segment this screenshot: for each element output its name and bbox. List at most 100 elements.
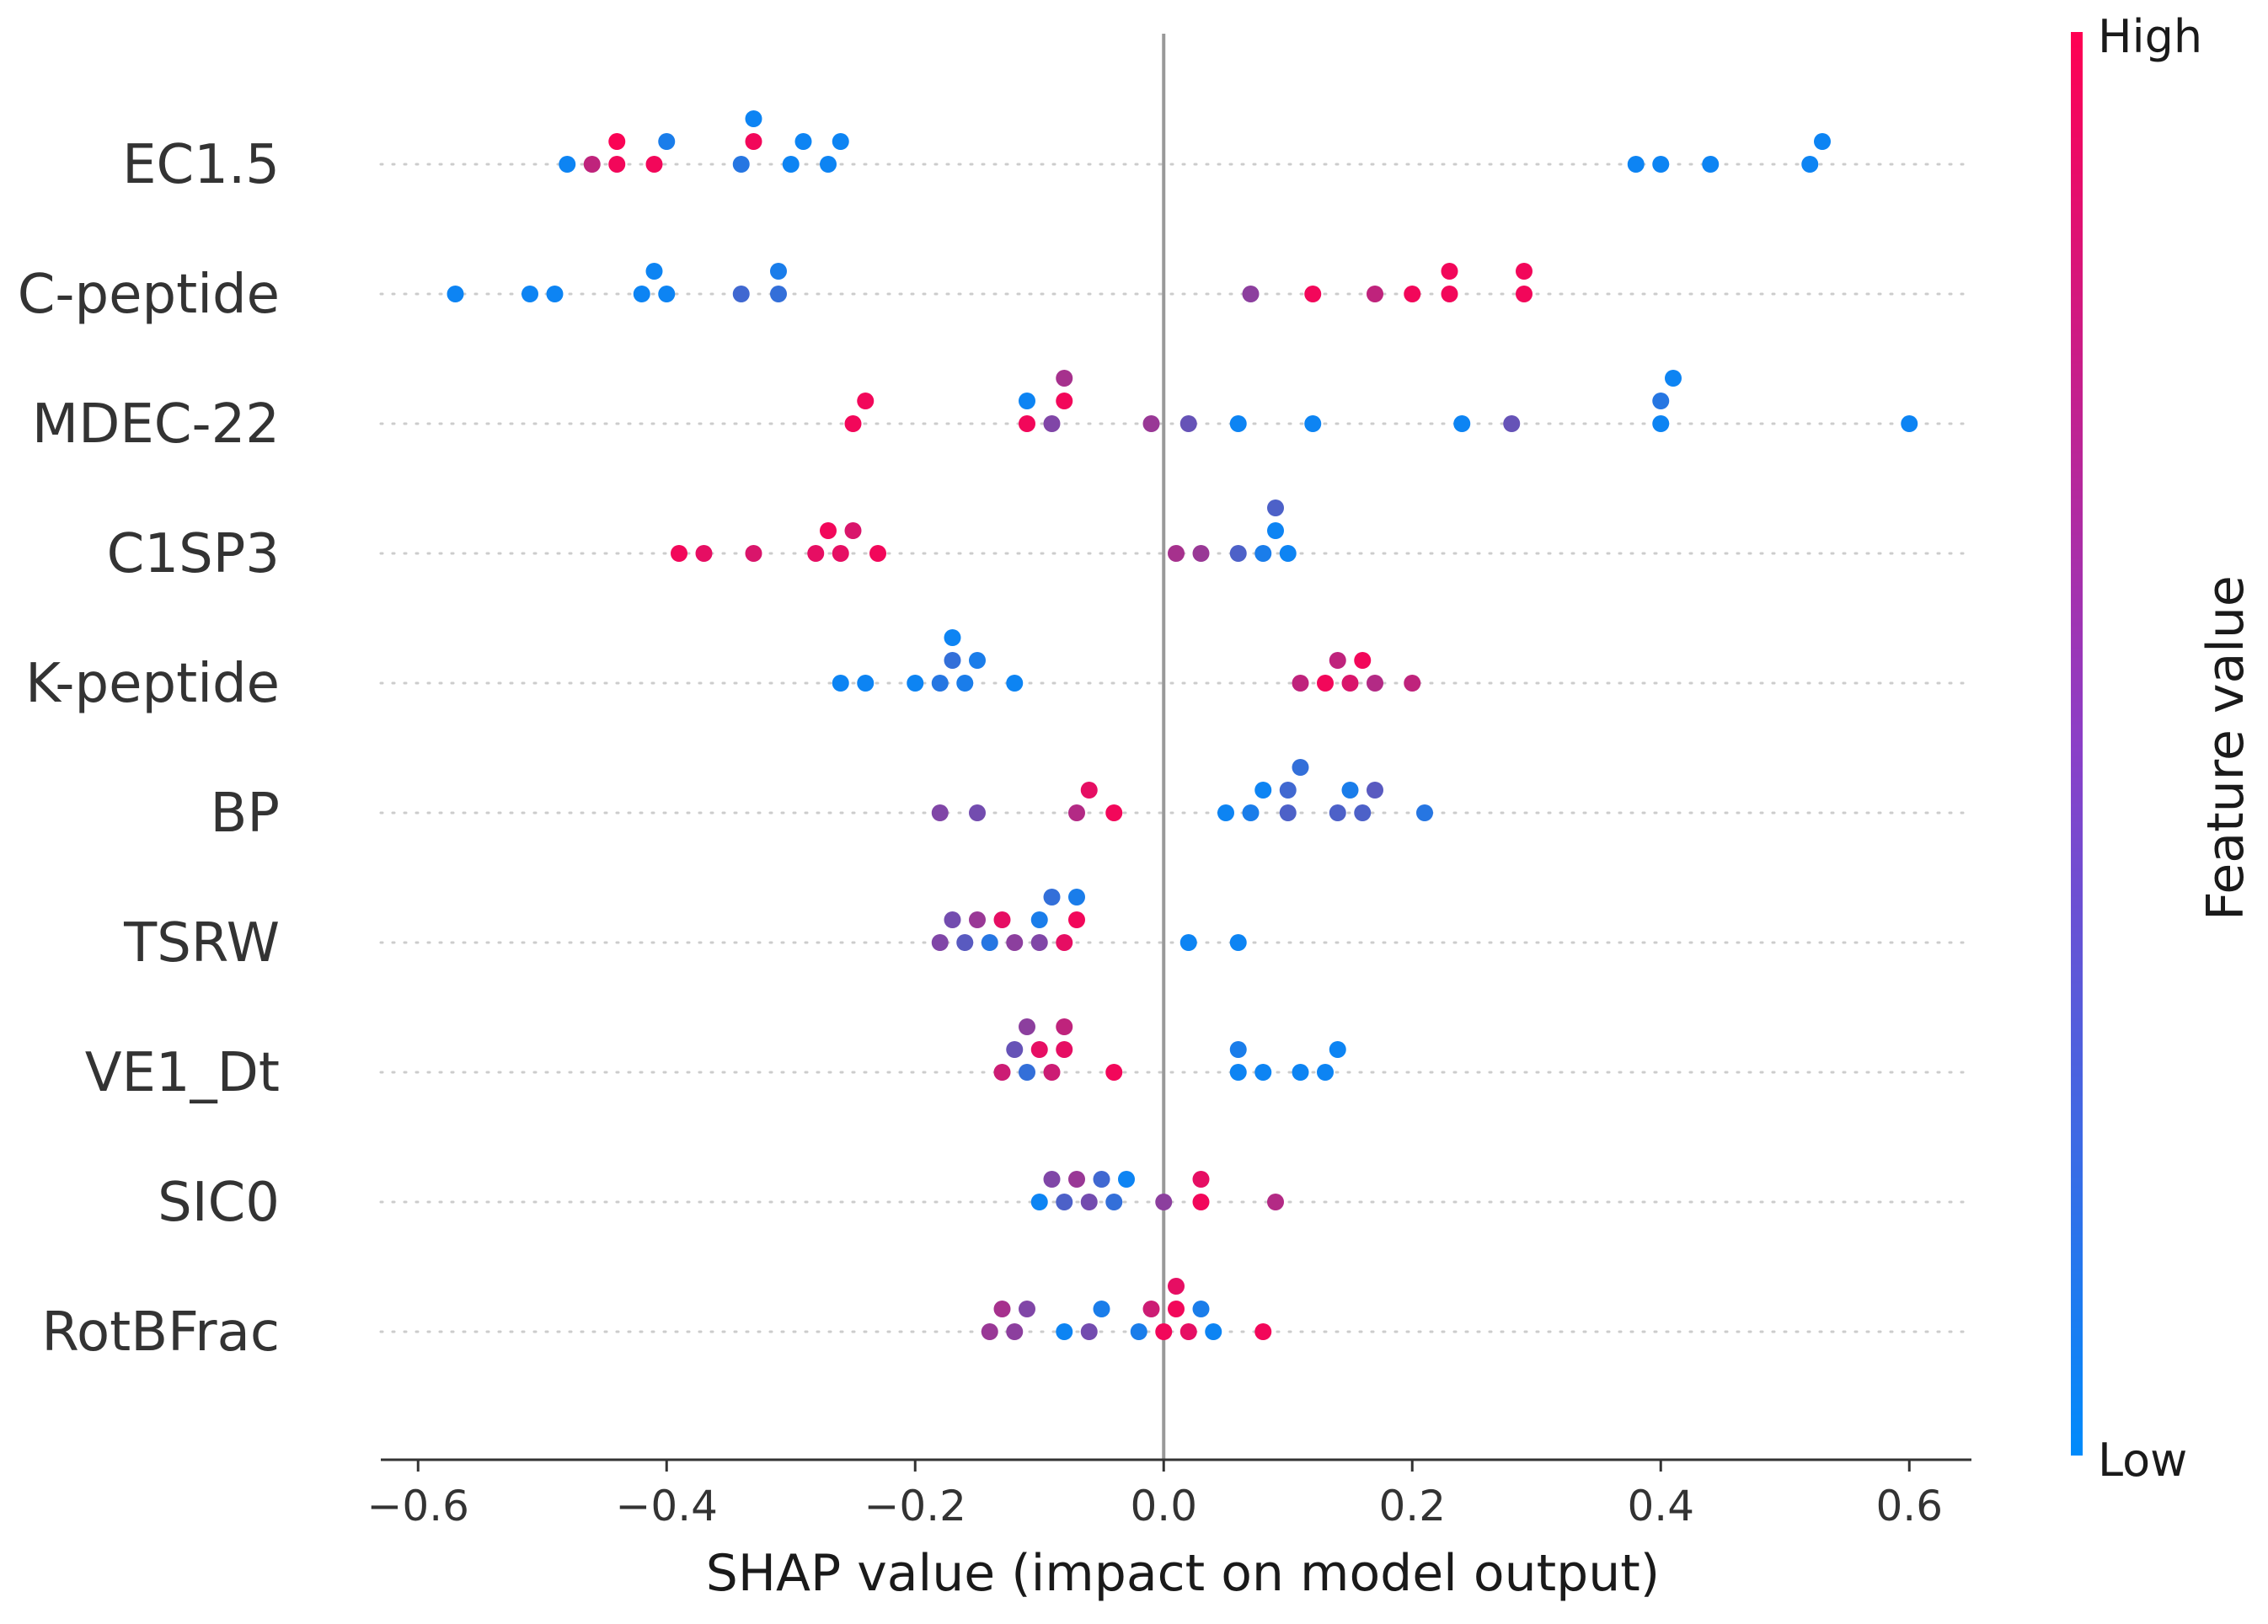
shap-point xyxy=(1627,156,1645,173)
shap-point xyxy=(969,804,986,821)
colorbar-high-label: High xyxy=(2098,10,2202,63)
shap-point xyxy=(745,133,762,150)
feature-label: TSRW xyxy=(123,912,280,975)
shap-point xyxy=(820,156,837,173)
shap-point xyxy=(732,286,750,302)
shap-point xyxy=(820,522,837,539)
shap-point xyxy=(608,133,626,150)
shap-point xyxy=(869,545,886,562)
shap-point xyxy=(1341,782,1359,799)
feature-label: MDEC-22 xyxy=(32,393,280,456)
shap-point xyxy=(1168,545,1185,562)
shap-point xyxy=(1317,1064,1334,1081)
shap-point xyxy=(1229,1064,1247,1081)
row-guides xyxy=(379,163,1973,1333)
shap-point xyxy=(1155,1323,1173,1340)
shap-point xyxy=(1168,1278,1185,1295)
shap-point xyxy=(993,1301,1011,1317)
shap-point xyxy=(732,156,750,173)
shap-point xyxy=(1254,1064,1272,1081)
shap-point xyxy=(1130,1323,1147,1340)
feature-label: VE1_Dt xyxy=(85,1042,280,1104)
shap-point xyxy=(931,804,949,821)
shap-point xyxy=(1329,804,1346,821)
shap-point xyxy=(1179,934,1197,951)
shap-point xyxy=(981,1323,998,1340)
shap-point xyxy=(1205,1323,1222,1340)
shap-point xyxy=(1019,393,1035,409)
shap-point xyxy=(1179,1323,1197,1340)
shap-point xyxy=(1416,804,1433,821)
shap-point xyxy=(993,911,1011,928)
shap-point xyxy=(857,393,875,409)
shap-point xyxy=(844,415,862,432)
shap-point xyxy=(608,156,626,173)
shap-point xyxy=(1702,156,1720,173)
shap-point xyxy=(658,286,676,302)
shap-point xyxy=(969,911,986,928)
shap-point xyxy=(1093,1301,1110,1317)
shap-point xyxy=(1068,804,1085,821)
shap-point xyxy=(770,263,787,280)
shap-points xyxy=(447,110,1918,1340)
shap-point xyxy=(956,934,974,951)
x-tick-label: 0.2 xyxy=(1378,1482,1446,1531)
x-tick-label: −0.4 xyxy=(616,1482,718,1531)
x-tick-label: 0.6 xyxy=(1875,1482,1943,1531)
shap-point xyxy=(1192,1194,1210,1210)
shap-point xyxy=(1341,675,1359,692)
shap-point xyxy=(1292,759,1309,776)
shap-point xyxy=(1229,934,1247,951)
shap-point xyxy=(1304,415,1322,432)
shap-point xyxy=(1652,393,1670,409)
shap-point xyxy=(671,545,687,562)
shap-point xyxy=(1354,652,1372,669)
shap-point xyxy=(1030,911,1048,928)
feature-labels: EC1.5 C-peptide MDEC-22 C1SP3 K-peptide BP TSR… xyxy=(18,134,280,1364)
shap-point xyxy=(1043,1064,1061,1081)
shap-point xyxy=(1441,286,1458,302)
shap-point xyxy=(745,545,762,562)
shap-point xyxy=(1192,545,1210,562)
shap-point xyxy=(1006,1323,1024,1340)
shap-point xyxy=(1179,415,1197,432)
shap-point xyxy=(770,286,787,302)
shap-point xyxy=(559,156,576,173)
x-tick-label: −0.2 xyxy=(864,1482,966,1531)
shap-point xyxy=(832,133,849,150)
shap-point xyxy=(931,934,949,951)
shap-point xyxy=(1317,675,1334,692)
shap-point xyxy=(1665,370,1682,387)
shap-point xyxy=(1043,1171,1061,1188)
shap-point xyxy=(1304,286,1322,302)
shap-point xyxy=(1105,1194,1123,1210)
shap-point xyxy=(1254,545,1272,562)
feature-label: RotBFrac xyxy=(41,1301,280,1364)
shap-point xyxy=(1056,934,1073,951)
shap-point xyxy=(1229,545,1247,562)
shap-point xyxy=(1242,804,1260,821)
shap-point xyxy=(745,110,762,127)
shap-point xyxy=(1801,156,1819,173)
shap-point xyxy=(658,133,676,150)
shap-point xyxy=(944,652,961,669)
shap-point xyxy=(1142,1301,1160,1317)
shap-point xyxy=(1056,1041,1073,1058)
shap-point xyxy=(1329,1041,1346,1058)
shap-point xyxy=(1168,1301,1185,1317)
shap-point xyxy=(1019,1064,1035,1081)
shap-point xyxy=(832,675,849,692)
shap-point xyxy=(1068,889,1085,905)
shap-point xyxy=(1105,1064,1123,1081)
shap-point xyxy=(1118,1171,1135,1188)
shap-point xyxy=(1242,286,1260,302)
shap-point xyxy=(807,545,825,562)
shap-point xyxy=(546,286,564,302)
feature-label: C-peptide xyxy=(18,264,280,326)
shap-point xyxy=(1814,133,1831,150)
shap-point xyxy=(794,133,812,150)
shap-point xyxy=(1019,415,1035,432)
shap-point xyxy=(1043,415,1061,432)
shap-point xyxy=(583,156,601,173)
